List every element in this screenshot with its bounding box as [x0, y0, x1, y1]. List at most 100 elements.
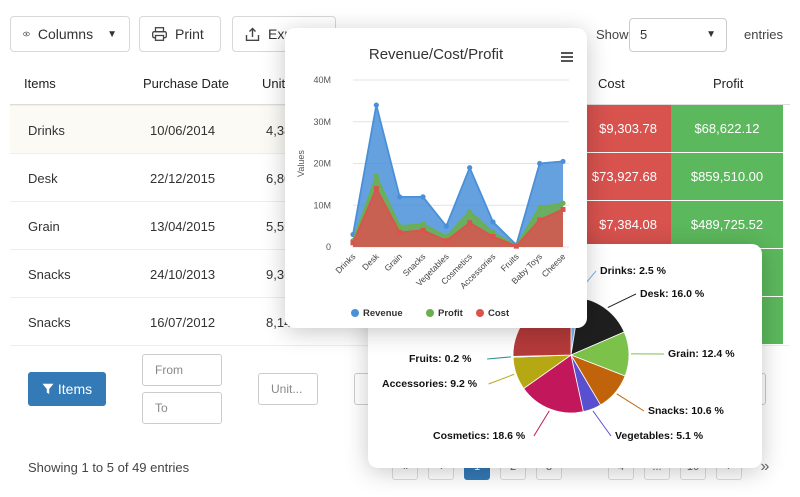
pie-label: Drinks: 2.5 % — [600, 265, 667, 277]
cell-profit: $68,622.12 — [671, 105, 783, 152]
columns-label: Columns — [37, 26, 94, 42]
menu-icon[interactable] — [561, 52, 573, 64]
data-point[interactable] — [490, 229, 496, 235]
printer-icon — [152, 27, 167, 41]
data-point[interactable] — [513, 243, 519, 249]
cell-unit: 8,14 — [266, 315, 292, 330]
data-point[interactable] — [467, 208, 473, 215]
cell-unit: 9,36 — [266, 267, 292, 282]
series-area-revenue — [353, 105, 563, 247]
pie-label: Fruits: 0.2 % — [409, 353, 472, 365]
items-filter-button[interactable]: Items — [28, 372, 106, 406]
y-tick-label: 0 — [326, 242, 331, 252]
unit-filter-input[interactable]: Unit... — [258, 373, 318, 405]
legend-marker — [476, 309, 484, 317]
filter-icon — [42, 383, 54, 394]
data-point[interactable] — [490, 234, 496, 240]
data-point[interactable] — [560, 158, 566, 165]
pie-label: Desk: 16.0 % — [640, 288, 705, 300]
series-line-cost — [352, 186, 564, 248]
x-tick-label: Desk — [360, 251, 381, 272]
pie-connector — [533, 410, 550, 437]
data-point[interactable] — [537, 217, 543, 223]
data-point[interactable] — [443, 223, 449, 229]
data-point[interactable] — [420, 227, 426, 233]
series-line-profit — [352, 173, 564, 247]
legend-label[interactable]: Profit — [438, 308, 464, 319]
data-point[interactable] — [560, 206, 566, 212]
entries-value: 5 — [640, 27, 648, 42]
series-line-revenue — [352, 104, 564, 247]
chart-title: Revenue/Cost/Profit — [368, 46, 504, 63]
data-point[interactable] — [537, 160, 543, 167]
print-button[interactable]: Print — [139, 16, 221, 52]
header-cost[interactable]: Cost — [598, 76, 625, 91]
data-point[interactable] — [373, 102, 379, 108]
entries-label: entries — [744, 27, 784, 42]
entries-select[interactable]: 5 ▼ — [629, 18, 727, 52]
header-unit[interactable]: Unit — [262, 76, 286, 91]
area-chart-card: Revenue/Cost/Profit 0 10M 20M 30M 40M Values … — [285, 28, 587, 328]
showing-text: Showing 1 to 5 of 49 entries — [28, 460, 190, 475]
pie-connector — [487, 356, 512, 360]
cell-cost: $9,303.78 — [585, 105, 671, 152]
header-items[interactable]: Items — [24, 76, 56, 91]
data-point[interactable] — [537, 204, 543, 210]
x-tick-label: Drinks — [333, 251, 357, 275]
cell-profit: $489,725.52 — [671, 201, 783, 248]
data-point[interactable] — [397, 229, 403, 235]
data-point[interactable] — [397, 223, 403, 229]
cell-date: 22/12/2015 — [150, 171, 216, 186]
items-filter-label: Items — [57, 381, 93, 397]
pie-connector — [488, 373, 515, 385]
legend-label[interactable]: Cost — [488, 308, 510, 319]
y-tick-label: 30M — [313, 117, 331, 127]
export-icon — [245, 27, 260, 41]
cell-item: Grain — [28, 219, 60, 234]
data-point[interactable] — [467, 220, 473, 226]
columns-button[interactable]: Columns ▼ — [10, 16, 130, 52]
data-point[interactable] — [420, 194, 426, 200]
cell-date: 16/07/2012 — [150, 315, 216, 330]
pie-connector — [616, 393, 645, 412]
y-tick-label: 40M — [313, 75, 331, 85]
header-purchase-date[interactable]: Purchase Date — [143, 76, 229, 91]
data-point[interactable] — [350, 240, 356, 246]
data-point[interactable] — [373, 186, 379, 192]
data-point[interactable] — [373, 173, 379, 179]
eye-icon — [23, 31, 30, 37]
data-point[interactable] — [560, 200, 566, 206]
caret-down-icon: ▼ — [107, 28, 117, 40]
data-point[interactable] — [443, 238, 449, 244]
pie-slice-cosmetics[interactable] — [523, 354, 584, 414]
data-point[interactable] — [490, 219, 496, 225]
cell-date: 13/04/2015 — [150, 219, 216, 234]
cell-date: 24/10/2013 — [150, 267, 216, 282]
data-point[interactable] — [443, 233, 449, 240]
data-point[interactable] — [420, 221, 426, 227]
to-date-input[interactable]: To — [142, 392, 222, 424]
pie-connector — [607, 293, 637, 309]
header-profit[interactable]: Profit — [713, 76, 744, 91]
legend-marker — [351, 309, 359, 317]
cell-date: 10/06/2014 — [150, 123, 216, 138]
data-point[interactable] — [467, 165, 473, 171]
cell-profit: $859,510.00 — [671, 153, 783, 200]
pie-connector — [592, 410, 612, 437]
print-label: Print — [175, 26, 204, 42]
cell-item: Desk — [28, 171, 58, 186]
y-axis-label: Values — [296, 150, 306, 177]
cell-unit: 5,52 — [266, 219, 292, 234]
legend-label[interactable]: Revenue — [363, 308, 403, 319]
from-date-input[interactable]: From — [142, 354, 222, 386]
cell-unit: 4,38 — [266, 123, 292, 138]
cell-cost: $7,384.08 — [585, 201, 671, 248]
data-point[interactable] — [397, 194, 403, 200]
pie-label: Vegetables: 5.1 % — [615, 430, 704, 442]
cell-unit: 6,80 — [266, 171, 292, 186]
cell-item: Snacks — [28, 267, 71, 282]
pie-label: Cosmetics: 18.6 % — [433, 430, 526, 442]
cell-item: Snacks — [28, 315, 71, 330]
legend-marker — [426, 309, 434, 317]
